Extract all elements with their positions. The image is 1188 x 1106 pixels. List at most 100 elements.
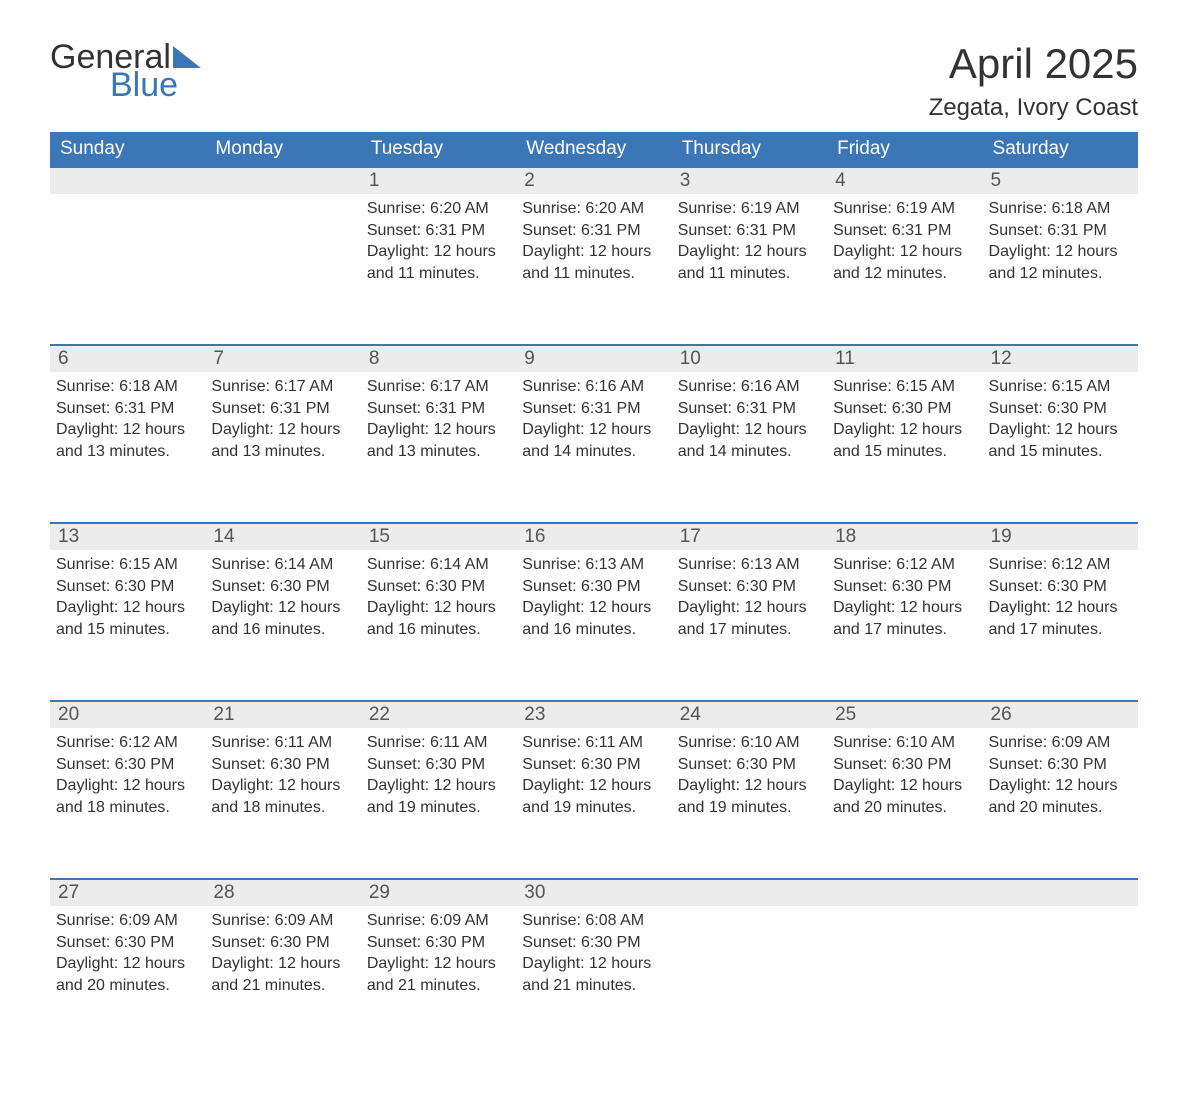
sunset-text: Sunset: 6:31 PM <box>367 220 510 242</box>
day-cell: Sunrise: 6:10 AMSunset: 6:30 PMDaylight:… <box>827 728 982 878</box>
day-number: 20 <box>50 700 205 728</box>
day-content: Sunrise: 6:09 AMSunset: 6:30 PMDaylight:… <box>361 906 516 1016</box>
day-content: Sunrise: 6:11 AMSunset: 6:30 PMDaylight:… <box>205 728 360 838</box>
daylight-text: Daylight: 12 hours and 16 minutes. <box>367 597 510 640</box>
day-content: Sunrise: 6:12 AMSunset: 6:30 PMDaylight:… <box>827 550 982 660</box>
day-cell: Sunrise: 6:14 AMSunset: 6:30 PMDaylight:… <box>361 550 516 700</box>
sunrise-text: Sunrise: 6:16 AM <box>522 376 665 398</box>
sunset-text: Sunset: 6:30 PM <box>989 398 1132 420</box>
header: General Blue April 2025 Zegata, Ivory Co… <box>50 40 1138 122</box>
day-number <box>672 878 827 906</box>
day-content: Sunrise: 6:18 AMSunset: 6:31 PMDaylight:… <box>983 194 1138 304</box>
day-number: 3 <box>672 166 827 194</box>
sunset-text: Sunset: 6:30 PM <box>56 932 199 954</box>
daynum-row: 6789101112 <box>50 344 1138 372</box>
day-number: 25 <box>827 700 982 728</box>
day-content: Sunrise: 6:13 AMSunset: 6:30 PMDaylight:… <box>516 550 671 660</box>
weekday-header-row: Sunday Monday Tuesday Wednesday Thursday… <box>50 132 1138 166</box>
location-label: Zegata, Ivory Coast <box>929 94 1138 122</box>
sunset-text: Sunset: 6:31 PM <box>522 220 665 242</box>
day-cell: Sunrise: 6:14 AMSunset: 6:30 PMDaylight:… <box>205 550 360 700</box>
sunset-text: Sunset: 6:31 PM <box>367 398 510 420</box>
day-number <box>827 878 982 906</box>
daynum-row: 20212223242526 <box>50 700 1138 728</box>
daylight-text: Daylight: 12 hours and 20 minutes. <box>833 775 976 818</box>
day-number: 21 <box>205 700 360 728</box>
day-cell: Sunrise: 6:12 AMSunset: 6:30 PMDaylight:… <box>983 550 1138 700</box>
sunrise-text: Sunrise: 6:15 AM <box>56 554 199 576</box>
day-content: Sunrise: 6:20 AMSunset: 6:31 PMDaylight:… <box>516 194 671 304</box>
sunrise-text: Sunrise: 6:09 AM <box>989 732 1132 754</box>
day-number <box>205 166 360 194</box>
day-cell: Sunrise: 6:18 AMSunset: 6:31 PMDaylight:… <box>50 372 205 522</box>
calendar-body: 12345Sunrise: 6:20 AMSunset: 6:31 PMDayl… <box>50 166 1138 1056</box>
daylight-text: Daylight: 12 hours and 14 minutes. <box>678 419 821 462</box>
daylight-text: Daylight: 12 hours and 19 minutes. <box>367 775 510 818</box>
weekday-header: Monday <box>205 132 360 166</box>
day-content: Sunrise: 6:13 AMSunset: 6:30 PMDaylight:… <box>672 550 827 660</box>
calendar-table: Sunday Monday Tuesday Wednesday Thursday… <box>50 132 1138 1056</box>
sunrise-text: Sunrise: 6:13 AM <box>678 554 821 576</box>
sunrise-text: Sunrise: 6:15 AM <box>833 376 976 398</box>
sunset-text: Sunset: 6:31 PM <box>989 220 1132 242</box>
day-content-row: Sunrise: 6:20 AMSunset: 6:31 PMDaylight:… <box>50 194 1138 344</box>
day-number: 14 <box>205 522 360 550</box>
day-cell: Sunrise: 6:11 AMSunset: 6:30 PMDaylight:… <box>361 728 516 878</box>
sunrise-text: Sunrise: 6:12 AM <box>833 554 976 576</box>
sunrise-text: Sunrise: 6:17 AM <box>211 376 354 398</box>
daynum-row: 12345 <box>50 166 1138 194</box>
day-number: 22 <box>361 700 516 728</box>
day-number: 27 <box>50 878 205 906</box>
sunset-text: Sunset: 6:30 PM <box>833 398 976 420</box>
daylight-text: Daylight: 12 hours and 13 minutes. <box>211 419 354 462</box>
day-content-row: Sunrise: 6:18 AMSunset: 6:31 PMDaylight:… <box>50 372 1138 522</box>
day-number: 12 <box>983 344 1138 372</box>
daylight-text: Daylight: 12 hours and 19 minutes. <box>522 775 665 818</box>
day-content: Sunrise: 6:17 AMSunset: 6:31 PMDaylight:… <box>205 372 360 482</box>
sunrise-text: Sunrise: 6:11 AM <box>522 732 665 754</box>
day-number: 9 <box>516 344 671 372</box>
day-number: 17 <box>672 522 827 550</box>
day-cell <box>672 906 827 1056</box>
daylight-text: Daylight: 12 hours and 18 minutes. <box>56 775 199 818</box>
title-block: April 2025 Zegata, Ivory Coast <box>929 40 1138 122</box>
day-cell: Sunrise: 6:09 AMSunset: 6:30 PMDaylight:… <box>50 906 205 1056</box>
sunset-text: Sunset: 6:31 PM <box>833 220 976 242</box>
sunset-text: Sunset: 6:30 PM <box>211 576 354 598</box>
day-number: 29 <box>361 878 516 906</box>
day-cell: Sunrise: 6:13 AMSunset: 6:30 PMDaylight:… <box>516 550 671 700</box>
sunrise-text: Sunrise: 6:09 AM <box>367 910 510 932</box>
day-content: Sunrise: 6:15 AMSunset: 6:30 PMDaylight:… <box>50 550 205 660</box>
sunset-text: Sunset: 6:31 PM <box>678 220 821 242</box>
day-number: 4 <box>827 166 982 194</box>
day-content: Sunrise: 6:19 AMSunset: 6:31 PMDaylight:… <box>672 194 827 304</box>
weekday-header: Sunday <box>50 132 205 166</box>
day-number <box>50 166 205 194</box>
day-number: 30 <box>516 878 671 906</box>
day-cell: Sunrise: 6:17 AMSunset: 6:31 PMDaylight:… <box>361 372 516 522</box>
day-cell: Sunrise: 6:10 AMSunset: 6:30 PMDaylight:… <box>672 728 827 878</box>
day-cell: Sunrise: 6:19 AMSunset: 6:31 PMDaylight:… <box>672 194 827 344</box>
weekday-header: Tuesday <box>361 132 516 166</box>
day-content: Sunrise: 6:10 AMSunset: 6:30 PMDaylight:… <box>672 728 827 838</box>
sunrise-text: Sunrise: 6:12 AM <box>56 732 199 754</box>
day-cell: Sunrise: 6:16 AMSunset: 6:31 PMDaylight:… <box>672 372 827 522</box>
day-number <box>983 878 1138 906</box>
daylight-text: Daylight: 12 hours and 21 minutes. <box>522 953 665 996</box>
day-content-row: Sunrise: 6:09 AMSunset: 6:30 PMDaylight:… <box>50 906 1138 1056</box>
daylight-text: Daylight: 12 hours and 20 minutes. <box>56 953 199 996</box>
daynum-row: 13141516171819 <box>50 522 1138 550</box>
day-content: Sunrise: 6:11 AMSunset: 6:30 PMDaylight:… <box>516 728 671 838</box>
day-cell: Sunrise: 6:15 AMSunset: 6:30 PMDaylight:… <box>827 372 982 522</box>
sunrise-text: Sunrise: 6:17 AM <box>367 376 510 398</box>
day-cell: Sunrise: 6:11 AMSunset: 6:30 PMDaylight:… <box>516 728 671 878</box>
sunset-text: Sunset: 6:30 PM <box>989 576 1132 598</box>
day-cell: Sunrise: 6:11 AMSunset: 6:30 PMDaylight:… <box>205 728 360 878</box>
calendar-page: General Blue April 2025 Zegata, Ivory Co… <box>0 0 1188 1106</box>
daylight-text: Daylight: 12 hours and 15 minutes. <box>989 419 1132 462</box>
day-content: Sunrise: 6:10 AMSunset: 6:30 PMDaylight:… <box>827 728 982 838</box>
sunrise-text: Sunrise: 6:11 AM <box>211 732 354 754</box>
day-number: 6 <box>50 344 205 372</box>
day-cell: Sunrise: 6:12 AMSunset: 6:30 PMDaylight:… <box>50 728 205 878</box>
day-cell <box>50 194 205 344</box>
